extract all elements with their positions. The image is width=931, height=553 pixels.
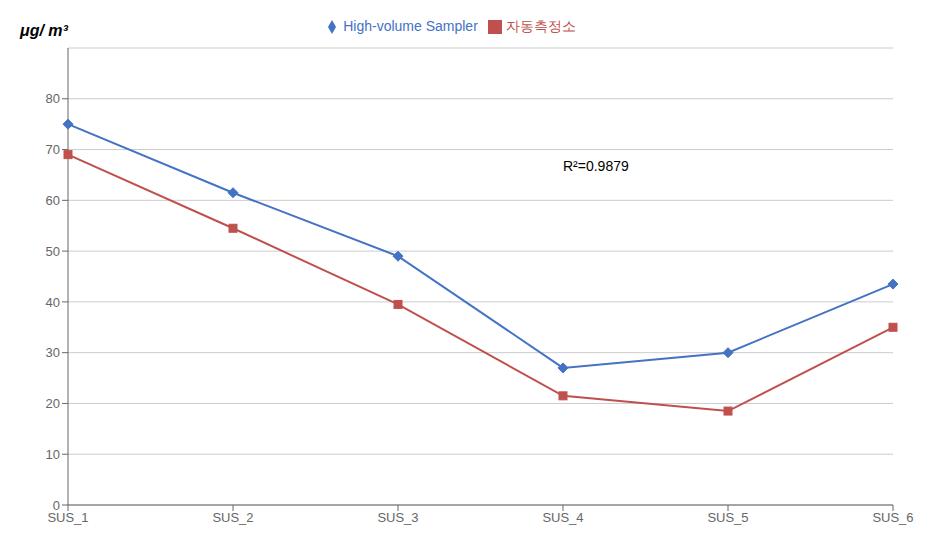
- html-text:High-volume Sampler: High-volume Sampler: [343, 18, 478, 34]
- html-text:자동측정소: 자동측정소: [505, 18, 576, 34]
- svg-text:SUS_1: SUS_1: [47, 510, 89, 526]
- svg-text:10: 10: [46, 447, 60, 462]
- svg-text:SUS_4: SUS_4: [542, 510, 583, 525]
- html-text:R²=0.9879: R²=0.9879: [563, 158, 629, 174]
- svg-text:50: 50: [46, 244, 60, 259]
- svg-text:SUS_5: SUS_5: [707, 510, 748, 525]
- html-text:μg/ m³: μg/ m³: [20, 22, 68, 39]
- svg-text:SUS_3: SUS_3: [377, 510, 418, 525]
- svg-text:70: 70: [46, 142, 60, 157]
- svg-text:SUS_2: SUS_2: [212, 510, 253, 525]
- svg-text:20: 20: [46, 396, 60, 411]
- svg-text:0: 0: [53, 498, 60, 513]
- svg-text:60: 60: [46, 193, 60, 208]
- svg-text:30: 30: [46, 345, 60, 360]
- svg-text:80: 80: [46, 91, 60, 106]
- svg-text:40: 40: [46, 295, 60, 310]
- svg-text:SUS_6: SUS_6: [872, 510, 913, 525]
